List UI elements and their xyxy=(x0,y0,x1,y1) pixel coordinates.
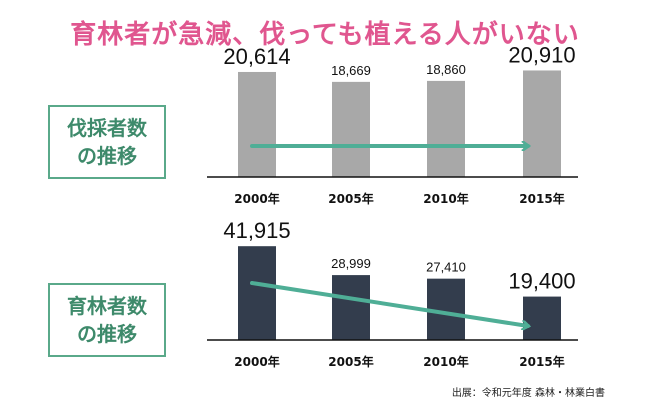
category-tick-label: 2010年 xyxy=(423,191,468,206)
bar xyxy=(427,80,465,177)
category-tick-label: 2015年 xyxy=(519,191,564,206)
bar xyxy=(332,275,370,340)
bar-value-label: 20,614 xyxy=(223,44,290,69)
source-note: 出展：令和元年度 森林・林業白書 xyxy=(451,388,605,399)
chart-label-line: 伐採者数 xyxy=(67,116,147,140)
bar xyxy=(238,246,276,340)
bar-value-label: 28,999 xyxy=(331,256,371,271)
bar-value-label: 41,915 xyxy=(223,218,290,243)
bar-value-label: 18,860 xyxy=(426,62,466,77)
chart-label-line: の推移 xyxy=(77,144,137,168)
bar-value-label: 19,400 xyxy=(508,269,575,294)
bar-value-label: 20,910 xyxy=(508,42,575,67)
category-tick-label: 2005年 xyxy=(328,191,373,206)
category-tick-label: 2010年 xyxy=(423,354,468,369)
chart-label-line: の推移 xyxy=(77,322,137,346)
trend-arrow xyxy=(250,281,528,326)
bar xyxy=(238,71,276,177)
bar xyxy=(523,296,561,340)
category-tick-label: 2015年 xyxy=(519,354,564,369)
bar xyxy=(332,81,370,177)
chart-label-box-planters: 育林者数 の推移 xyxy=(48,283,166,357)
chart-label-box-harvesters: 伐採者数 の推移 xyxy=(48,105,166,179)
category-tick-label: 2000年 xyxy=(234,191,279,206)
chart-label-line: 育林者数 xyxy=(67,294,147,318)
bar xyxy=(523,70,561,177)
bar-value-label: 27,410 xyxy=(426,260,466,275)
category-tick-label: 2005年 xyxy=(328,354,373,369)
page-title: 育林者が急減、伐っても植える人がいない xyxy=(70,20,580,50)
bar-value-label: 18,669 xyxy=(331,63,371,78)
category-tick-label: 2000年 xyxy=(234,354,279,369)
